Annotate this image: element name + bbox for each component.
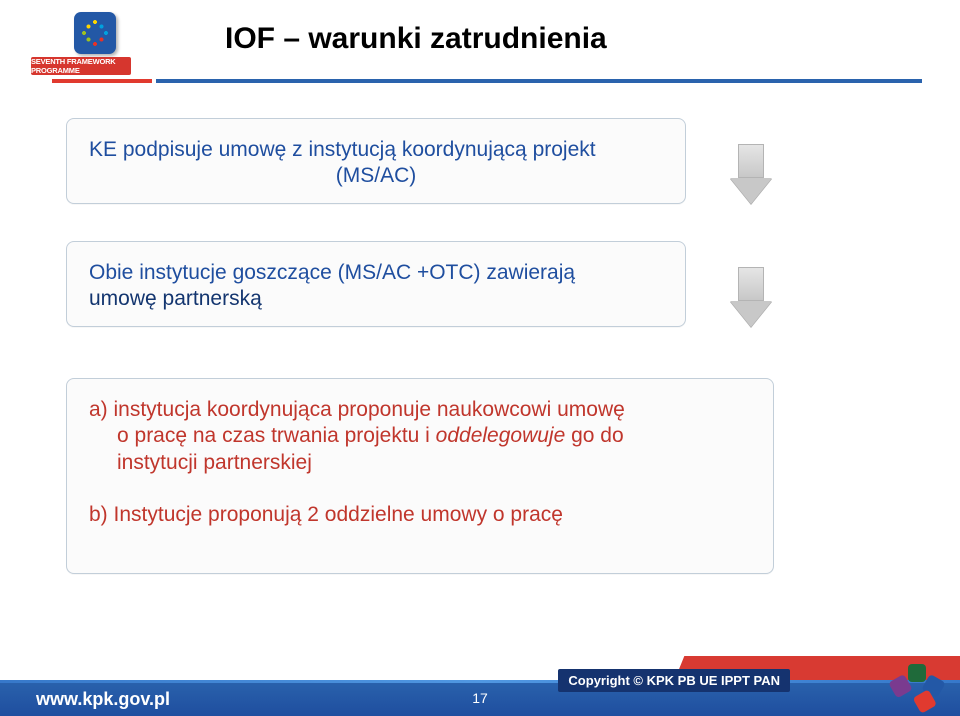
footer-copyright: Copyright © KPK PB UE IPPT PAN [558, 669, 790, 692]
fp7-logo-square [74, 12, 116, 54]
box-options: a) instytucja koordynująca proponuje nau… [66, 378, 774, 574]
box1-line1: KE podpisuje umowę z instytucją koordynu… [89, 137, 663, 163]
rule-blue [156, 79, 922, 83]
box-ke-contract: KE podpisuje umowę z instytucją koordynu… [66, 118, 686, 204]
box2-line2: umowę partnerską [89, 286, 663, 312]
arrow-down-1 [730, 144, 772, 204]
fp7-logo-dots [82, 20, 108, 46]
box3-a-line2: o pracę na czas trwania projektu i oddel… [117, 423, 751, 449]
box3-b-line: b) Instytucje proponują 2 oddzielne umow… [89, 502, 751, 528]
fp7-logo: SEVENTH FRAMEWORK PROGRAMME [60, 12, 130, 75]
box3-a-line2-head: o pracę [117, 424, 187, 447]
box3-a-line2-tail: go do [565, 424, 623, 447]
box2-line1: Obie instytucje goszczące (MS/AC +OTC) z… [89, 260, 663, 286]
arrow-down-2 [730, 267, 772, 327]
rule-red [52, 79, 152, 83]
box-partner-agreement: Obie instytucje goszczące (MS/AC +OTC) z… [66, 241, 686, 327]
footer-page-number: 17 [472, 690, 488, 706]
box3-a-line1: a) instytucja koordynująca proponuje nau… [89, 397, 751, 423]
box3-a-line2-rest: na czas trwania projektu i [187, 424, 436, 447]
footer-url: www.kpk.gov.pl [36, 689, 170, 710]
footer: www.kpk.gov.pl 17 Copyright © KPK PB UE … [0, 652, 960, 716]
kpk-logo [894, 664, 940, 710]
box3-a-line3: instytucji partnerskiej [117, 450, 751, 476]
page-title: IOF – warunki zatrudnienia [225, 22, 607, 56]
fp7-program-label: SEVENTH FRAMEWORK PROGRAMME [31, 57, 131, 75]
box1-line2: (MS/AC) [89, 163, 663, 189]
box3-a-line2-italic: oddelegowuje [436, 424, 566, 447]
